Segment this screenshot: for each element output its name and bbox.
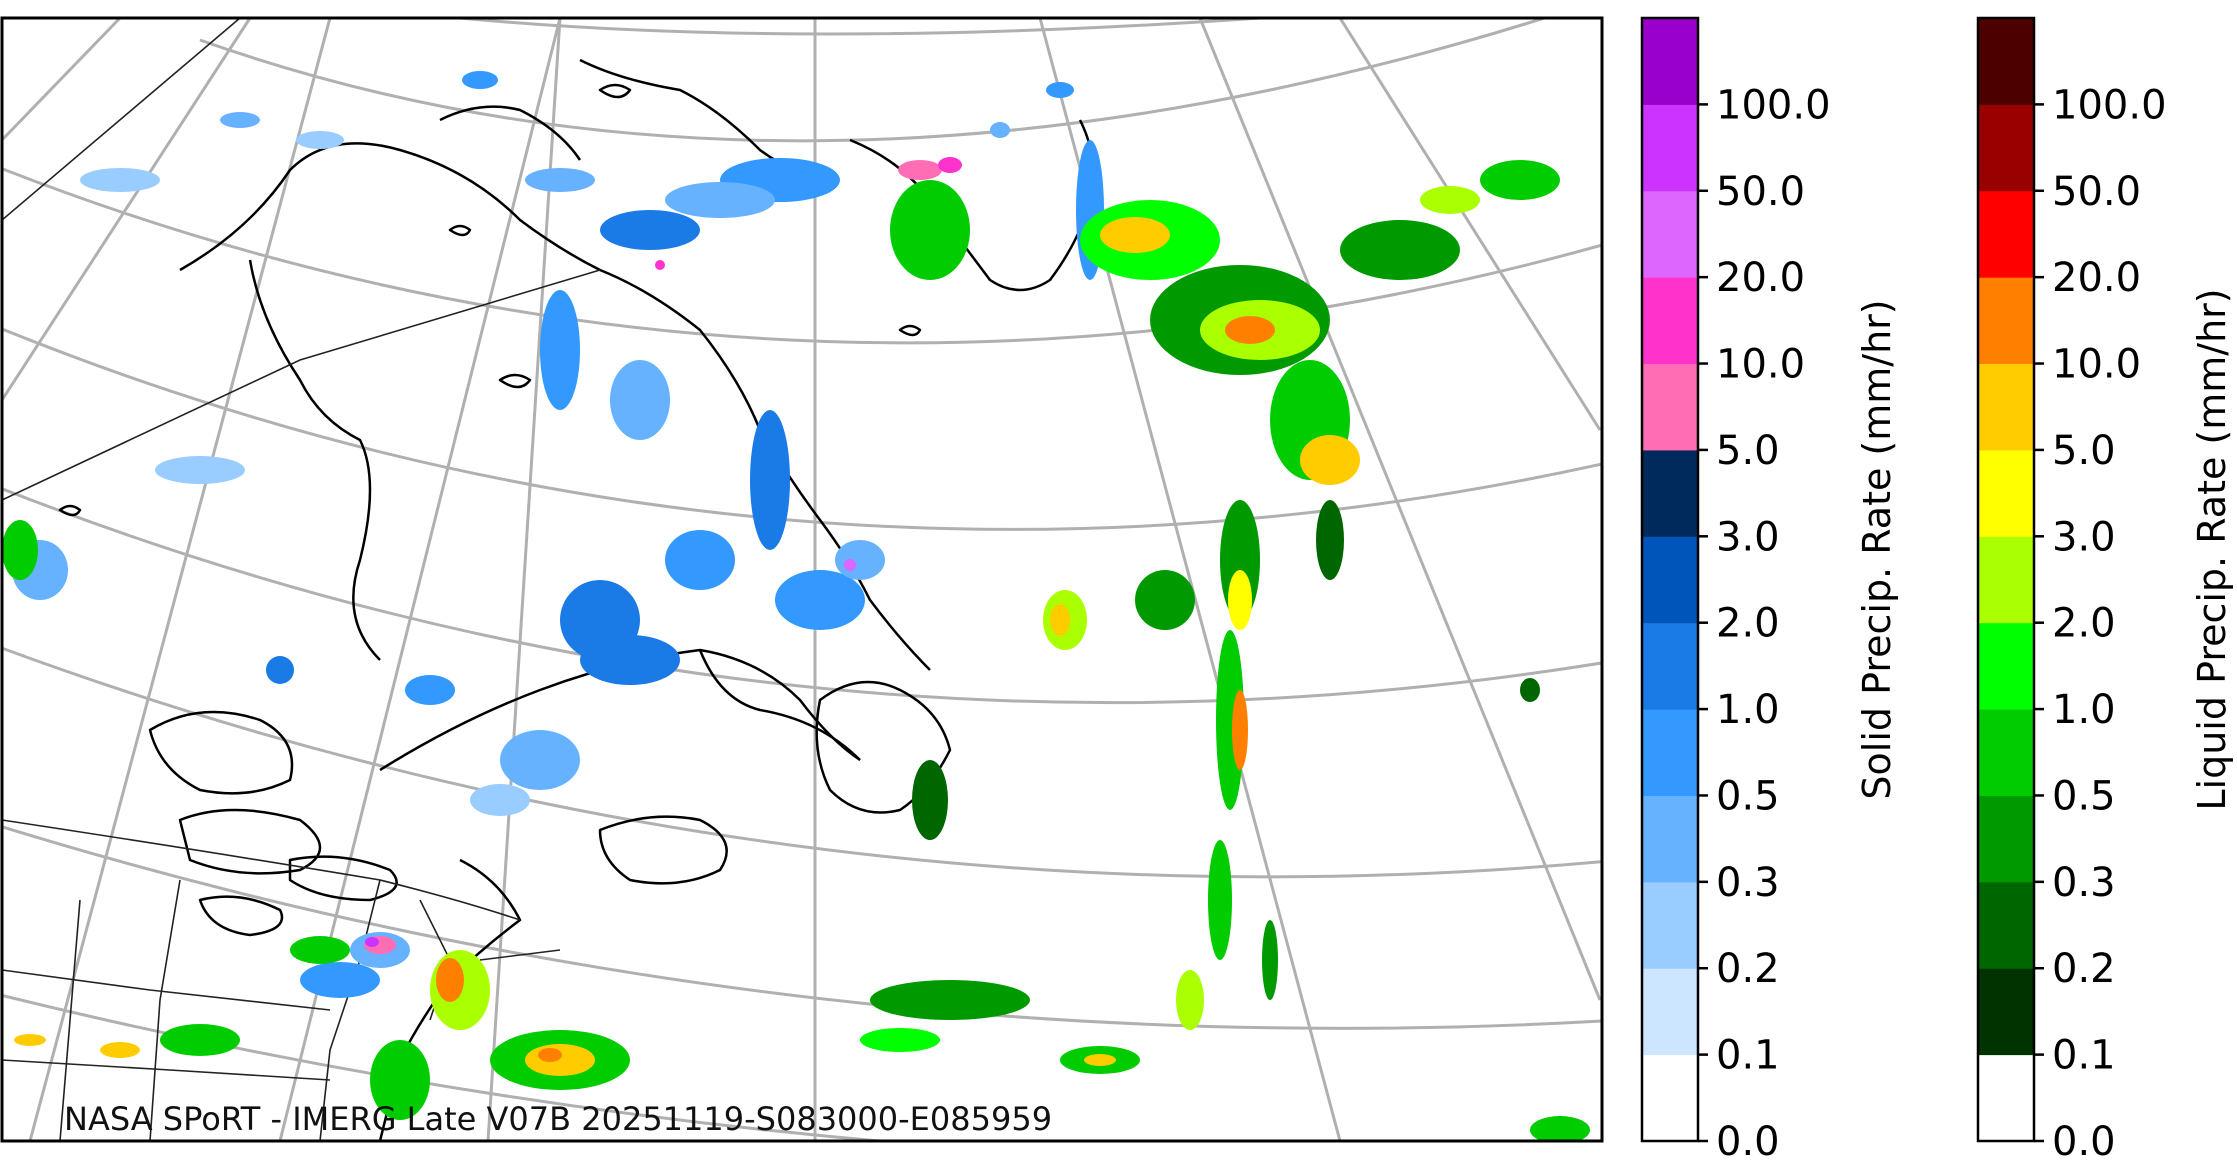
liquid-color-bin xyxy=(1978,104,2034,192)
solid-color-bin xyxy=(1642,449,1698,537)
solid-colorbar-title: Solid Precip. Rate (mm/hr) xyxy=(1855,299,1899,799)
liquid-tick-label: 0.2 xyxy=(2052,946,2116,992)
solid-precip-areas xyxy=(12,71,1104,998)
solid-color-bin xyxy=(1642,622,1698,710)
solid-tick-label: 0.0 xyxy=(1716,1119,1780,1165)
liquid-color-bin xyxy=(1978,709,2034,796)
solid-color-bin xyxy=(1642,795,1698,883)
liquid-colorbar-frame xyxy=(1976,16,2036,1143)
solid-color-bin xyxy=(1642,104,1698,192)
liquid-color-bin xyxy=(1978,795,2034,883)
liquid-tick-label: 10.0 xyxy=(2052,342,2141,388)
solid-tick-label: 0.2 xyxy=(1716,946,1780,992)
liquid-color-bin xyxy=(1978,1054,2034,1142)
liquid-tick-label: 0.3 xyxy=(2052,860,2116,906)
solid-tick-label: 0.3 xyxy=(1716,860,1780,906)
solid-color-bin xyxy=(1642,190,1698,278)
solid-tick-label: 2.0 xyxy=(1716,601,1780,647)
solid-tick-label: 0.1 xyxy=(1716,1033,1780,1079)
solid-precip-heavy xyxy=(364,157,962,954)
liquid-color-bin xyxy=(1978,622,2034,710)
liquid-color-bin xyxy=(1978,363,2034,451)
political-borders xyxy=(2,18,601,1141)
solid-tick-label: 50.0 xyxy=(1716,169,1805,215)
liquid-tick-label: 0.5 xyxy=(2052,773,2116,819)
solid-tick-label: 20.0 xyxy=(1716,255,1805,301)
map-frame xyxy=(0,16,1604,1143)
solid-precip-colorbar: 0.0 0.1 0.2 0.3 0.5 1.0 2.0 3.0 5.0 10.0 20.0 50.0 1… xyxy=(1640,16,1899,1165)
solid-color-bin xyxy=(1642,18,1698,105)
liquid-color-bin xyxy=(1978,449,2034,537)
solid-color-bin xyxy=(1642,968,1698,1056)
solid-color-bin xyxy=(1642,1054,1698,1142)
liquid-tick-label: 50.0 xyxy=(2052,169,2141,215)
longitude-lines xyxy=(2,18,1602,1141)
solid-color-bin xyxy=(1642,363,1698,451)
liquid-precip-areas xyxy=(2,160,1590,1141)
liquid-color-bin xyxy=(1978,881,2034,969)
liquid-color-bin xyxy=(1978,190,2034,278)
liquid-color-bin xyxy=(1978,536,2034,624)
liquid-tick-label: 5.0 xyxy=(2052,428,2116,474)
liquid-tick-label: 0.0 xyxy=(2052,1119,2116,1165)
credit-text: NASA SPoRT - IMERG Late V07B 20251119-S0… xyxy=(64,1100,1052,1138)
solid-tick-label: 100.0 xyxy=(1716,82,1831,128)
liquid-tick-label: 3.0 xyxy=(2052,514,2116,560)
liquid-color-bin xyxy=(1978,277,2034,365)
liquid-colorbar-title: Liquid Precip. Rate (mm/hr) xyxy=(2190,288,2234,810)
liquid-precip-colorbar: 0.0 0.1 0.2 0.3 0.5 1.0 2.0 3.0 5.0 10.0 20.0 50.0 1… xyxy=(1976,16,2234,1165)
liquid-color-bin xyxy=(1978,18,2034,105)
liquid-tick-label: 20.0 xyxy=(2052,255,2141,301)
solid-color-bin xyxy=(1642,709,1698,796)
solid-tick-label: 0.5 xyxy=(1716,773,1780,819)
map-panel xyxy=(2,18,1602,1141)
liquid-tick-label: 0.1 xyxy=(2052,1033,2116,1079)
solid-tick-label: 5.0 xyxy=(1716,428,1780,474)
liquid-tick-label: 2.0 xyxy=(2052,601,2116,647)
solid-tick-label: 3.0 xyxy=(1716,514,1780,560)
liquid-tick-label: 1.0 xyxy=(2052,687,2116,733)
solid-colorbar-frame xyxy=(1640,16,1700,1143)
liquid-tick-label: 100.0 xyxy=(2052,82,2167,128)
solid-color-bin xyxy=(1642,881,1698,969)
solid-color-bin xyxy=(1642,277,1698,365)
solid-tick-label: 10.0 xyxy=(1716,342,1805,388)
liquid-color-bin xyxy=(1978,968,2034,1056)
solid-tick-label: 1.0 xyxy=(1716,687,1780,733)
solid-color-bin xyxy=(1642,536,1698,624)
